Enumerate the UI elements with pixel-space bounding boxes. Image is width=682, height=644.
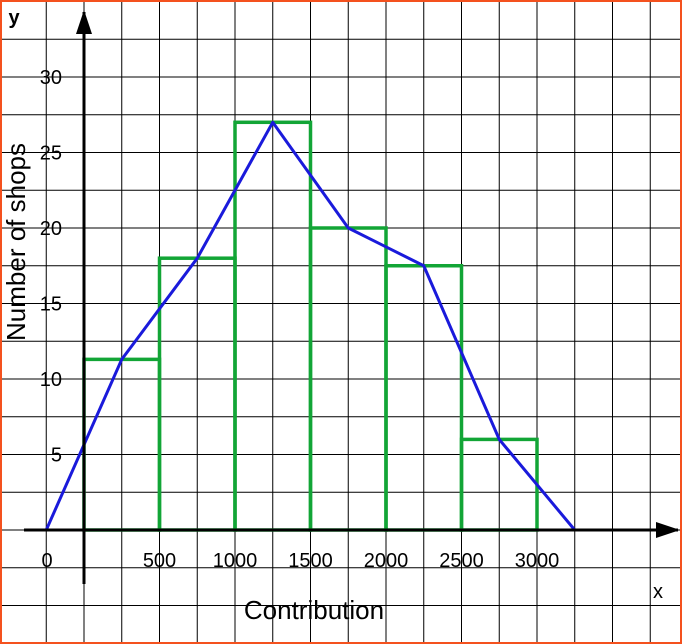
- y-axis-title: Number of shops: [2, 143, 31, 341]
- x-tick-label: 500: [143, 550, 176, 572]
- x-axis-letter: x: [653, 581, 663, 603]
- x-tick-label: 2000: [364, 550, 409, 572]
- x-tick-label: 1000: [213, 550, 258, 572]
- y-tick-label: 10: [40, 369, 62, 391]
- axis-titles: Contribution Number of shops x y 0: [2, 7, 663, 625]
- origin-label: 0: [41, 550, 52, 572]
- frequency-polygon: [44, 120, 576, 531]
- y-tick-label: 20: [40, 218, 62, 240]
- frequency-polygon-line: [44, 120, 576, 531]
- y-axis-letter: y: [8, 7, 20, 29]
- y-tick-label: 5: [51, 445, 62, 467]
- axes: [24, 10, 680, 584]
- y-tick-label: 15: [40, 294, 62, 316]
- x-tick-label: 1500: [288, 550, 333, 572]
- y-tick-label: 25: [40, 143, 62, 165]
- y-tick-label: 30: [40, 67, 62, 89]
- histogram-bars: [82, 120, 539, 532]
- x-tick-label: 3000: [515, 550, 560, 572]
- x-tick-label: 2500: [439, 550, 484, 572]
- x-axis-title: Contribution: [244, 595, 384, 625]
- tick-labels: 500 1000 1500 2000 2500 3000 5 10 15 20 25 30: [40, 67, 560, 572]
